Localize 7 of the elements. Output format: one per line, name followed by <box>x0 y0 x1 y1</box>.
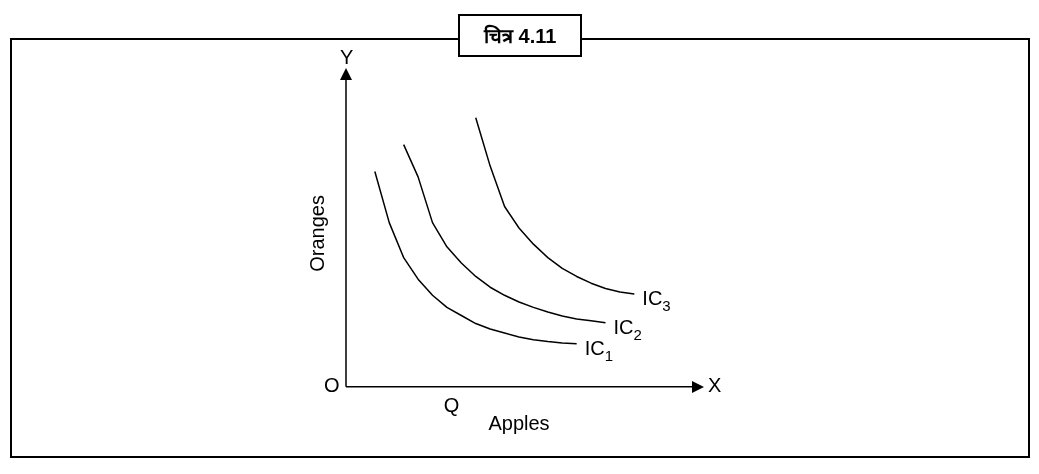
y-axis-title: Oranges <box>305 195 328 272</box>
text: Y <box>340 45 354 68</box>
text: Q <box>443 394 460 417</box>
chart-title: चित्र 4.11 <box>458 14 583 57</box>
x-axis-title: Apples <box>488 411 550 434</box>
text: X <box>708 374 722 397</box>
text: O <box>324 374 340 397</box>
